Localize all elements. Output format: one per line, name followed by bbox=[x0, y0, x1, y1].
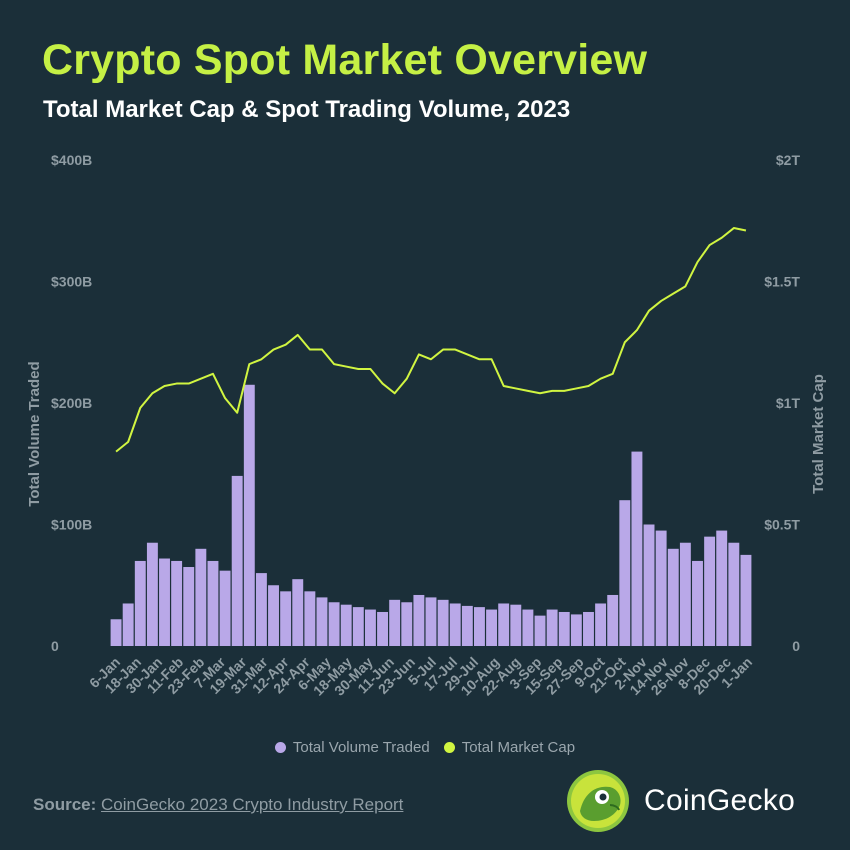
volume-bar bbox=[692, 560, 703, 646]
volume-bar bbox=[134, 560, 146, 646]
y-right-tick-label: $0.5T bbox=[764, 517, 800, 533]
volume-bar bbox=[340, 604, 352, 646]
volume-bar bbox=[292, 579, 304, 646]
volume-bar bbox=[110, 619, 122, 646]
volume-bar bbox=[631, 451, 643, 646]
coingecko-brand: CoinGecko bbox=[566, 769, 795, 833]
volume-bar bbox=[122, 603, 134, 646]
volume-bar bbox=[461, 605, 473, 646]
chart-subtitle: Total Market Cap & Spot Trading Volume, … bbox=[43, 96, 571, 123]
source-note: Source: CoinGecko 2023 Crypto Industry R… bbox=[33, 795, 403, 815]
volume-bar bbox=[667, 548, 679, 646]
coingecko-logo-icon bbox=[567, 770, 629, 832]
volume-bar bbox=[377, 611, 388, 646]
volume-bar bbox=[704, 536, 716, 646]
volume-bar bbox=[740, 554, 752, 647]
spot-market-chart: $400B $300B $200B $100B 0 $2T $1.5T $1T $0.5T 0 To… bbox=[26, 152, 827, 699]
volume-bar bbox=[255, 573, 267, 646]
y-left-tick-label: 0 bbox=[51, 638, 59, 654]
volume-bar bbox=[413, 594, 425, 646]
volume-bar bbox=[171, 560, 183, 646]
volume-bar bbox=[619, 500, 631, 646]
volume-bar bbox=[498, 603, 510, 646]
volume-bar bbox=[716, 530, 728, 646]
y-left-tick-label: $300B bbox=[51, 274, 92, 290]
volume-bar bbox=[510, 604, 522, 646]
market-cap-line bbox=[115, 227, 747, 453]
volume-bar bbox=[546, 609, 558, 646]
y-right-tick-label: $2T bbox=[776, 152, 801, 168]
chart-legend: Total Volume Traded Total Market Cap bbox=[0, 739, 850, 756]
volume-bar bbox=[486, 609, 498, 646]
market-cap-legend-marker bbox=[443, 742, 455, 753]
chart-title: Crypto Spot Market Overview bbox=[42, 36, 648, 84]
volume-bar bbox=[401, 602, 413, 646]
volume-bar bbox=[231, 475, 243, 646]
y-left-tick-label: $100B bbox=[51, 517, 92, 533]
volume-bar bbox=[570, 614, 582, 646]
y-left-tick-label: $200B bbox=[51, 395, 92, 411]
y-right-tick-label: $1.5T bbox=[764, 274, 800, 290]
volume-bar bbox=[280, 591, 292, 646]
volume-bar bbox=[534, 615, 546, 647]
volume-bar bbox=[219, 570, 231, 646]
volume-bar bbox=[364, 609, 376, 646]
volume-bar bbox=[304, 591, 316, 646]
volume-bar bbox=[449, 603, 461, 646]
volume-bar bbox=[207, 560, 219, 646]
y-left-tick-label: $400B bbox=[51, 152, 92, 168]
volume-bar bbox=[183, 567, 195, 646]
volume-bar bbox=[558, 611, 570, 646]
volume-bar bbox=[268, 585, 279, 646]
volume-bar bbox=[655, 530, 667, 646]
volume-bar bbox=[474, 607, 485, 646]
volume-legend-marker bbox=[274, 742, 286, 753]
y-left-axis-title: Total Volume Traded bbox=[26, 361, 43, 506]
y-right-axis-title: Total Market Cap bbox=[810, 374, 827, 494]
volume-bar bbox=[679, 542, 691, 646]
legend-item-market-cap[interactable]: Total Market Cap bbox=[443, 739, 576, 756]
volume-bar bbox=[425, 597, 437, 646]
volume-bar bbox=[595, 603, 607, 646]
legend-item-volume[interactable]: Total Volume Traded bbox=[274, 739, 430, 756]
volume-bar bbox=[316, 597, 328, 646]
y-right-tick-label: 0 bbox=[792, 638, 800, 654]
y-right-tick-label: $1T bbox=[776, 395, 801, 411]
volume-bar bbox=[389, 599, 401, 646]
volume-bar bbox=[522, 609, 534, 646]
legend-label-market-cap: Total Market Cap bbox=[461, 739, 576, 756]
volume-bar bbox=[146, 542, 158, 646]
volume-bar bbox=[159, 558, 170, 646]
volume-bar bbox=[195, 548, 207, 646]
volume-bar bbox=[352, 607, 364, 646]
source-link[interactable]: CoinGecko 2023 Crypto Industry Report bbox=[101, 795, 404, 814]
volume-bar bbox=[328, 602, 340, 646]
source-label: Source: bbox=[33, 795, 97, 814]
volume-bar bbox=[243, 384, 255, 646]
brand-name: CoinGecko bbox=[644, 784, 796, 817]
volume-bar bbox=[583, 611, 594, 646]
volume-bar bbox=[607, 594, 619, 646]
volume-bar bbox=[643, 524, 655, 646]
legend-label-volume: Total Volume Traded bbox=[292, 739, 430, 756]
volume-bar bbox=[437, 599, 449, 646]
volume-bar bbox=[728, 542, 740, 646]
